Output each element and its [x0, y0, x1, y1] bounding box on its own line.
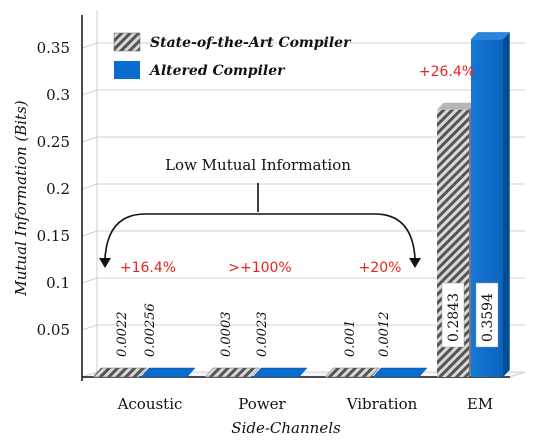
gridline-depth	[81, 277, 98, 284]
value-label: 0.001	[343, 320, 358, 357]
value-label: 0.2843	[446, 293, 462, 342]
annotation-arrow-right	[409, 258, 421, 268]
value-label: 0.00256	[143, 303, 158, 357]
value-label: 0.0012	[377, 312, 392, 358]
bar-altered	[372, 367, 428, 378]
annotation-arrow-left	[99, 258, 111, 268]
bar-state-of-the-art-top	[437, 102, 476, 110]
value-label-box	[475, 282, 499, 348]
annotation-text: Low Mutual Information	[165, 156, 351, 174]
y-tick-label: 0.35	[37, 39, 70, 57]
legend-label-state-of-the-art: State-of-the-Art Compiler	[150, 35, 352, 51]
legend: State-of-the-Art Compiler Altered Compil…	[113, 32, 352, 79]
bar-state-of-the-art	[324, 367, 380, 378]
bar-altered-side	[503, 32, 510, 377]
gridline-depth	[81, 324, 98, 331]
y-tick-label: 0.1	[46, 274, 70, 292]
x-tick-label: Power	[238, 395, 286, 413]
y-tick-label: 0.3	[46, 86, 70, 104]
value-label: 0.0023	[255, 312, 270, 358]
x-tick-label: EM	[467, 395, 493, 413]
x-tick-label: Vibration	[346, 395, 418, 413]
bar-state-of-the-art	[92, 367, 148, 378]
legend-swatch-state-of-the-art	[113, 32, 141, 52]
gridline-depth	[81, 230, 98, 237]
bar-altered	[140, 367, 196, 378]
value-label: 0.3594	[480, 293, 496, 342]
x-axis-title: Side-Channels	[231, 419, 341, 437]
y-tick-label: 0.15	[37, 227, 70, 245]
legend-label-altered: Altered Compiler	[148, 63, 286, 79]
y-tick-label: 0.05	[37, 321, 70, 339]
legend-swatch-altered	[114, 61, 140, 79]
bar-altered	[252, 367, 308, 378]
y-tick-label: 0.2	[46, 180, 70, 198]
value-label: 0.0022	[115, 312, 130, 358]
data-labels: +16.4% 0.0022 0.00256 >+100% 0.0003 0.0023 +20…	[115, 64, 499, 358]
value-label: 0.0003	[219, 312, 234, 358]
y-axis-title: Mutual Information (Bits)	[12, 100, 30, 296]
improvement-label: +26.4%	[419, 64, 475, 80]
improvement-label: +20%	[359, 260, 402, 276]
annotation-bracket	[104, 183, 416, 259]
gridline-depth	[81, 89, 98, 96]
y-tick-label: 0.25	[37, 133, 70, 151]
bar-state-of-the-art	[204, 367, 260, 378]
gridline-depth	[81, 42, 98, 49]
x-tick-label: Acoustic	[117, 395, 183, 413]
improvement-label: +16.4%	[120, 260, 176, 276]
gridline-depth	[81, 136, 98, 143]
value-label-box	[441, 282, 465, 348]
improvement-label: >+100%	[228, 260, 292, 276]
low-mi-annotation: Low Mutual Information	[99, 156, 421, 268]
gridline-depth	[81, 183, 98, 190]
bar-altered-top	[471, 32, 510, 40]
